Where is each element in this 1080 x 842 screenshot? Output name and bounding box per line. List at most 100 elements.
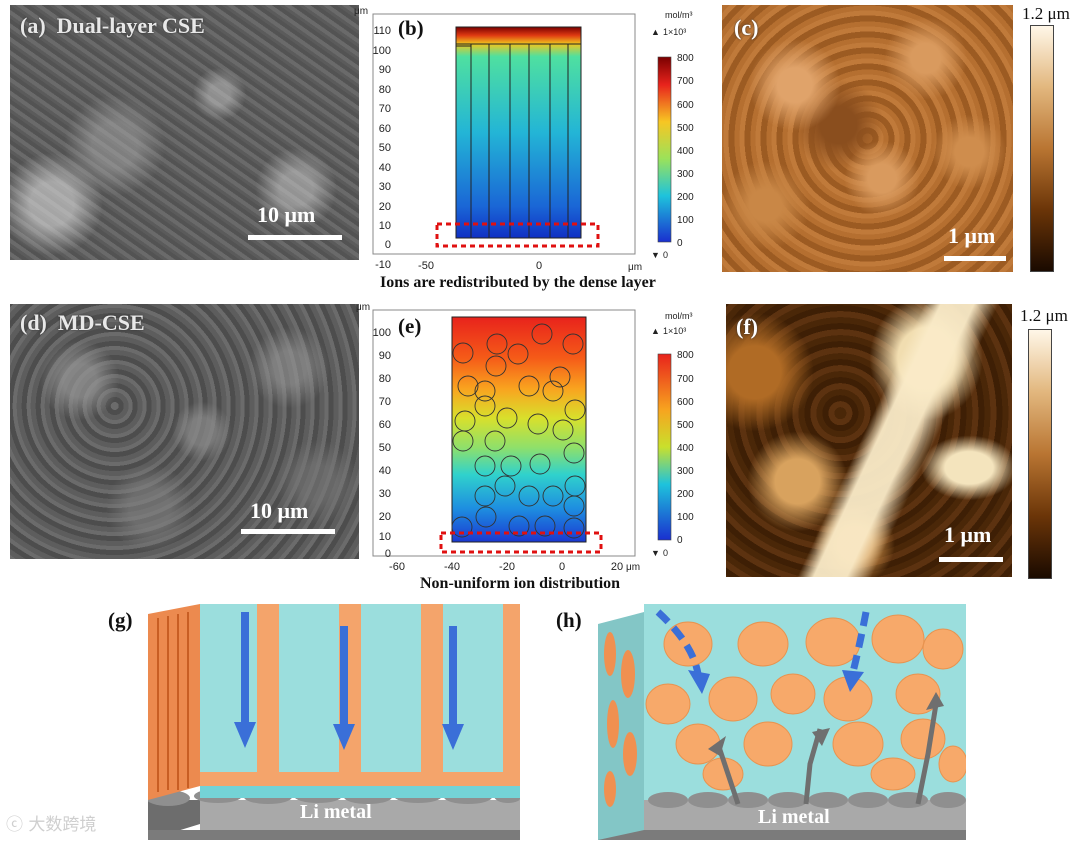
svg-text:700: 700 [677,374,694,385]
particle-outlines [451,323,586,539]
svg-text:100: 100 [677,512,694,523]
colorbar-b [657,56,672,243]
svg-text:400: 400 [677,146,694,157]
caption-b: Ions are redistributed by the dense laye… [380,274,656,291]
panel-a-label: (a) Dual-layer CSE [20,13,205,38]
svg-text:1×10³: 1×10³ [663,326,686,336]
svg-text:-60: -60 [389,561,405,573]
svg-text:70: 70 [379,103,391,115]
scale-label: 1 μm [944,522,992,547]
svg-text:200: 200 [677,192,694,203]
afm-height-label-f: 1.2 μm [1020,306,1068,325]
concentration-plot-e: 100 90 80 70 60 50 40 30 20 10 0 -60 -40… [372,309,694,573]
scale-bar [939,557,1003,562]
svg-text:20: 20 [611,561,623,573]
afm-height-colorbar-f [1028,329,1052,579]
svg-text:60: 60 [379,123,391,135]
panel-c-label: (c) [734,15,759,40]
svg-text:200: 200 [677,489,694,500]
svg-text:-40: -40 [444,561,460,573]
svg-text:-50: -50 [418,260,434,272]
svg-text:0: 0 [663,548,668,558]
schematic-md-cse [598,604,966,840]
ion-flow-arrowheads [688,670,864,694]
svg-text:▼: ▼ [651,548,660,558]
svg-text:40: 40 [379,465,391,477]
dual-layer-field [455,26,582,239]
panel-e-label: (e) [398,314,422,338]
svg-text:600: 600 [677,100,694,111]
y-axis-unit: μm [354,6,369,17]
svg-text:400: 400 [677,443,694,454]
svg-text:80: 80 [379,84,391,96]
svg-text:0: 0 [385,548,391,560]
scale-label: 10 μm [257,202,316,227]
svg-text:0: 0 [536,260,542,272]
svg-text:10: 10 [379,531,391,543]
panel-b-label: (b) [398,16,424,40]
x-axis-unit: μm [628,262,643,273]
colorbar-header-e: mol/m³ ▲ 1×10³ ▼ 0 [651,311,693,558]
panel-g-label: (g) [108,608,133,632]
svg-text:mol/m³: mol/m³ [665,311,693,321]
svg-text:0: 0 [663,250,668,260]
svg-text:90: 90 [379,64,391,76]
svg-text:0: 0 [385,239,391,251]
svg-text:50: 50 [379,142,391,154]
scale-label: 1 μm [948,223,996,248]
svg-text:50: 50 [379,442,391,454]
svg-text:20: 20 [379,201,391,213]
svg-text:60: 60 [379,419,391,431]
colorbar-header-b: mol/m³ ▲ 1×10³ ▼ 0 [651,10,693,260]
svg-text:-10: -10 [375,259,391,271]
scale-bar [241,529,335,534]
interface-highlight [435,222,600,248]
afm-height-label-c: 1.2 μm [1022,4,1070,23]
svg-text:800: 800 [677,350,694,361]
svg-text:0: 0 [559,561,565,573]
li-surface-bumps [648,792,966,808]
dendrite-arrowheads [708,692,944,756]
watermark-icon: ⓒ [6,815,23,835]
y-axis-unit: μm [356,302,371,313]
svg-text:▲: ▲ [651,326,660,336]
li-metal-label-h: Li metal [758,806,830,828]
svg-text:100: 100 [677,215,694,226]
sem-image-md-cse: (d) MD-CSE 10 μm [10,304,359,559]
plot-frame [372,13,636,255]
dendrite-arrows [715,703,939,805]
svg-text:500: 500 [677,420,694,431]
li-metal-block [200,800,520,830]
sem-image-dual-layer: (a) Dual-layer CSE 10 μm [10,5,359,260]
svg-text:30: 30 [379,488,391,500]
channel-walls [456,43,581,238]
svg-text:▼: ▼ [651,250,660,260]
side-channels [157,612,189,792]
svg-text:0: 0 [677,238,683,249]
afm-height-colorbar-c [1030,25,1054,272]
x-ticks-b: -50 0 [418,260,542,272]
svg-text:100: 100 [373,327,391,339]
side-particles [604,632,637,807]
svg-text:1×10³: 1×10³ [663,27,686,37]
svg-text:500: 500 [677,123,694,134]
y-ticks-e: 100 90 80 70 60 50 40 30 20 10 0 [373,327,391,560]
li-metal-label-g: Li metal [300,801,372,823]
watermark-text: ⓒ 大数跨境 [6,815,97,835]
svg-text:20: 20 [379,511,391,523]
schematic-dual-layer [148,604,520,840]
svg-text:mol/m³: mol/m³ [665,10,693,20]
svg-text:▲: ▲ [651,27,660,37]
svg-text:90: 90 [379,350,391,362]
colorbar-ticks-e: 800 700 600 500 400 300 200 100 0 [677,350,694,546]
svg-text:100: 100 [373,45,391,57]
scale-bar [944,256,1006,261]
caption-e: Non-uniform ion distribution [420,575,621,592]
ion-flow-arrows [234,612,464,750]
svg-text:70: 70 [379,396,391,408]
dense-layer [200,786,520,798]
svg-text:30: 30 [379,181,391,193]
scale-bar [248,235,342,240]
colorbar-ticks-b: 800 700 600 500 400 300 200 100 0 [677,53,694,249]
panel-f-label: (f) [736,314,758,339]
